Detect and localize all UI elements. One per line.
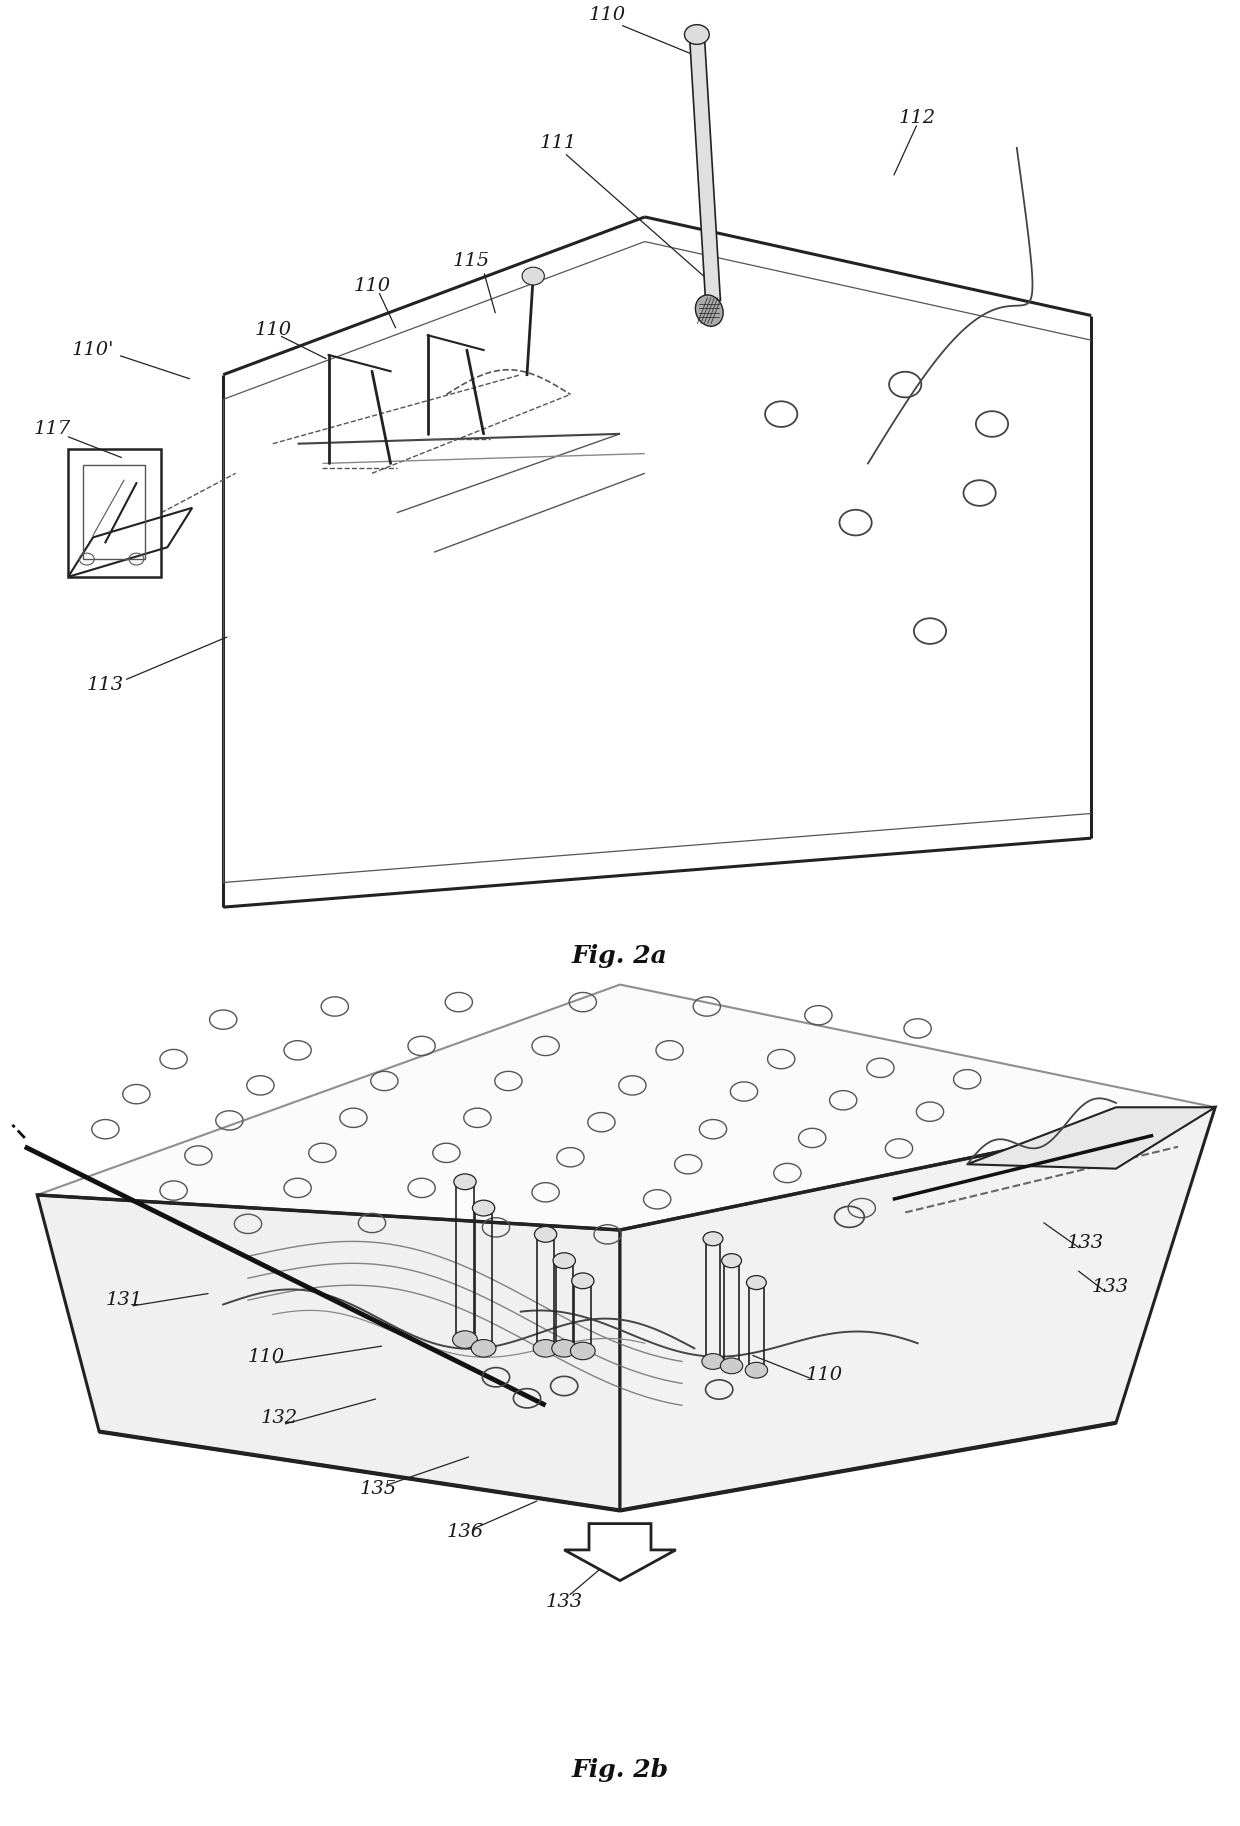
Text: 133: 133 [1091,1278,1128,1296]
Text: 112: 112 [899,110,936,128]
Ellipse shape [696,296,723,327]
Text: 110: 110 [806,1366,843,1384]
Circle shape [684,26,709,44]
Circle shape [722,1254,742,1267]
Circle shape [453,1331,477,1348]
Circle shape [522,267,544,285]
Circle shape [553,1253,575,1269]
Circle shape [720,1359,743,1373]
Polygon shape [689,35,720,301]
Circle shape [746,1276,766,1289]
Polygon shape [564,1523,676,1581]
Circle shape [572,1273,594,1289]
Text: 110: 110 [589,5,626,24]
Text: 136: 136 [446,1523,484,1541]
Circle shape [534,1227,557,1242]
Text: 133: 133 [546,1594,583,1612]
Text: 135: 135 [360,1479,397,1497]
Text: Fig. 2a: Fig. 2a [572,944,668,968]
Polygon shape [37,984,1215,1282]
Circle shape [533,1340,558,1357]
Text: 110: 110 [254,321,291,340]
Polygon shape [37,1194,620,1510]
Text: 113: 113 [87,676,124,694]
Circle shape [552,1340,577,1357]
Circle shape [745,1362,768,1379]
Text: 115: 115 [453,252,490,270]
Circle shape [570,1342,595,1360]
Text: 133: 133 [1066,1234,1104,1253]
Text: 117: 117 [33,420,71,438]
Text: Fig. 2b: Fig. 2b [572,1758,668,1782]
Text: 110': 110' [72,341,114,360]
Text: 132: 132 [260,1410,298,1428]
Text: 111: 111 [539,133,577,152]
Polygon shape [620,1107,1215,1510]
Text: 131: 131 [105,1291,143,1309]
Circle shape [454,1174,476,1191]
Text: 110: 110 [353,278,391,296]
Circle shape [472,1200,495,1216]
Text: 110: 110 [248,1348,285,1366]
Circle shape [471,1340,496,1357]
Circle shape [703,1233,723,1245]
Polygon shape [967,1107,1215,1169]
Circle shape [702,1353,724,1370]
